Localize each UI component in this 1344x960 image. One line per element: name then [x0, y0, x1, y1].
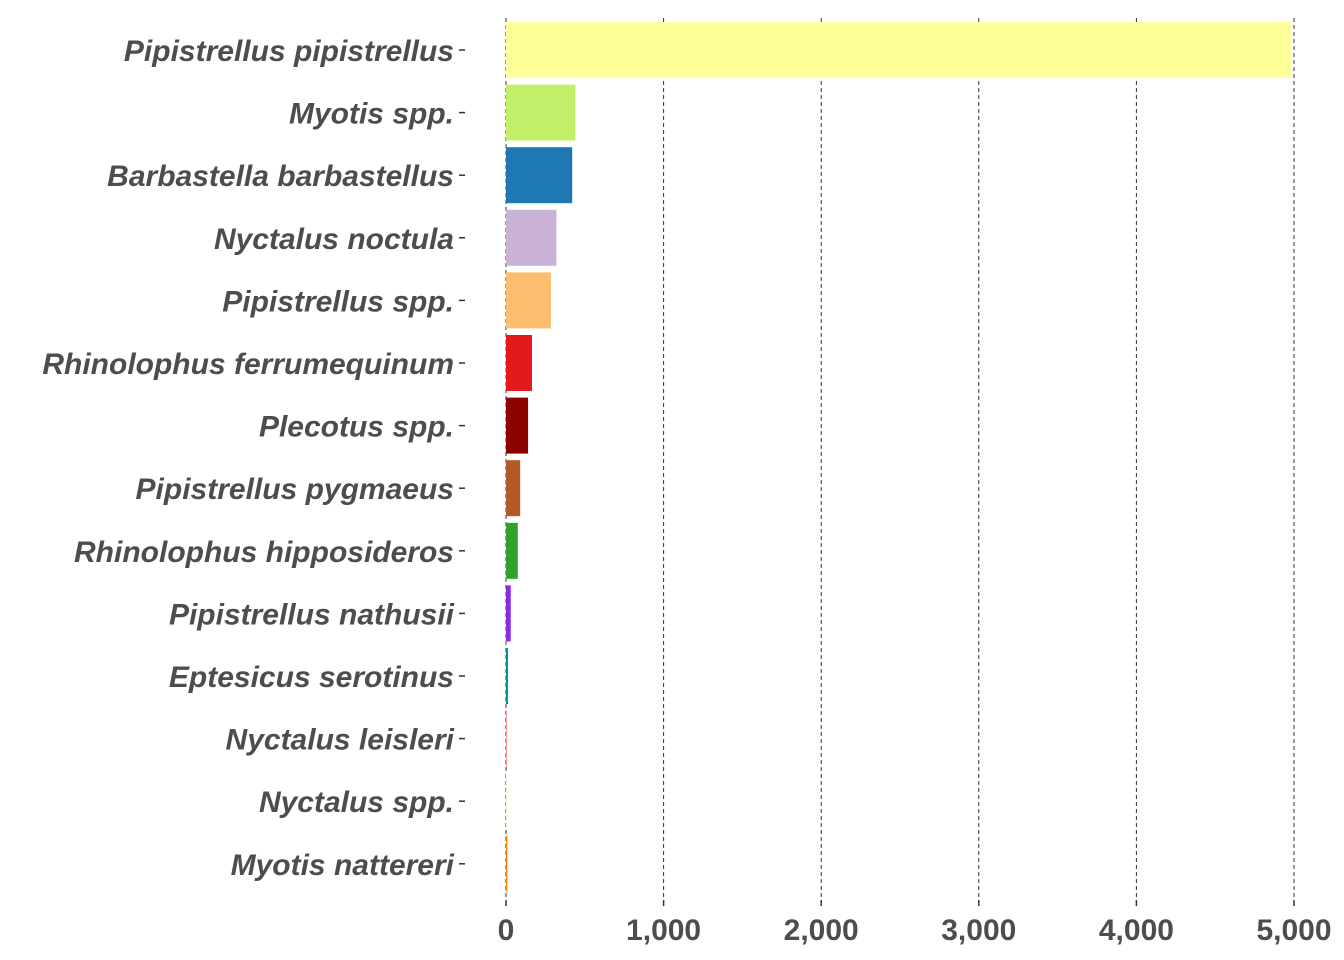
y-tick-label-eptesicus-serotinus: Eptesicus serotinus — [169, 661, 454, 694]
y-tick-label-barbastella-barbastellus: Barbastella barbastellus — [107, 160, 454, 193]
bar-pipistrellus-pipistrellus — [506, 22, 1291, 78]
y-tick-label-nyctalus-leisleri: Nyctalus leisleri — [226, 724, 455, 757]
y-tick-label-plecotus-spp: Plecotus spp. — [259, 411, 454, 444]
y-tick-label-myotis-nattereri: Myotis nattereri — [231, 849, 455, 882]
bar-nyctalus-noctula — [506, 209, 557, 266]
y-tick-label-rhinolophus-hipposideros: Rhinolophus hipposideros — [74, 536, 454, 569]
x-axis: 0 1,000 2,000 3,000 4,000 5,000 — [498, 900, 1332, 947]
bars — [506, 22, 1291, 892]
y-tick-label-pipistrellus-pygmaeus: Pipistrellus pygmaeus — [136, 473, 454, 506]
bar-rhinolophus-ferrumequinum — [506, 335, 533, 391]
bar-nyctalus-spp — [506, 773, 507, 830]
bar-plecotus-spp — [506, 397, 529, 454]
y-tick-label-myotis-spp: Myotis spp. — [289, 98, 454, 131]
y-tick-label-pipistrellus-nathusii: Pipistrellus nathusii — [169, 598, 455, 631]
bar-pipistrellus-nathusii — [506, 585, 511, 642]
bar-eptesicus-serotinus — [506, 648, 508, 704]
y-tick-label-nyctalus-spp: Nyctalus spp. — [259, 786, 454, 819]
x-tick-label-1: 1,000 — [626, 914, 701, 947]
bar-nyctalus-leisleri — [506, 710, 507, 767]
x-tick-label-4: 4,000 — [1099, 914, 1174, 947]
bar-rhinolophus-hipposideros — [506, 522, 518, 579]
y-tick-label-pipistrellus-pipistrellus: Pipistrellus pipistrellus — [124, 35, 454, 68]
y-tick-label-pipistrellus-spp: Pipistrellus spp. — [222, 285, 454, 318]
bar-myotis-spp — [506, 84, 576, 141]
bar-pipistrellus-pygmaeus — [506, 460, 521, 517]
bar-pipistrellus-spp — [506, 272, 551, 329]
bar-barbastella-barbastellus — [506, 147, 573, 204]
y-tick-label-rhinolophus-ferrumequinum: Rhinolophus ferrumequinum — [42, 348, 454, 381]
x-tick-label-3: 3,000 — [941, 914, 1016, 947]
bar-myotis-nattereri — [506, 835, 508, 892]
x-tick-label-5: 5,000 — [1256, 914, 1331, 947]
y-tick-label-nyctalus-noctula: Nyctalus noctula — [214, 223, 454, 256]
y-axis: Pipistrellus pipistrellus Myotis spp. Barb… — [42, 35, 465, 882]
grid-lines — [505, 18, 1295, 900]
x-tick-label-2: 2,000 — [784, 914, 859, 947]
x-tick-label-0: 0 — [498, 914, 515, 947]
